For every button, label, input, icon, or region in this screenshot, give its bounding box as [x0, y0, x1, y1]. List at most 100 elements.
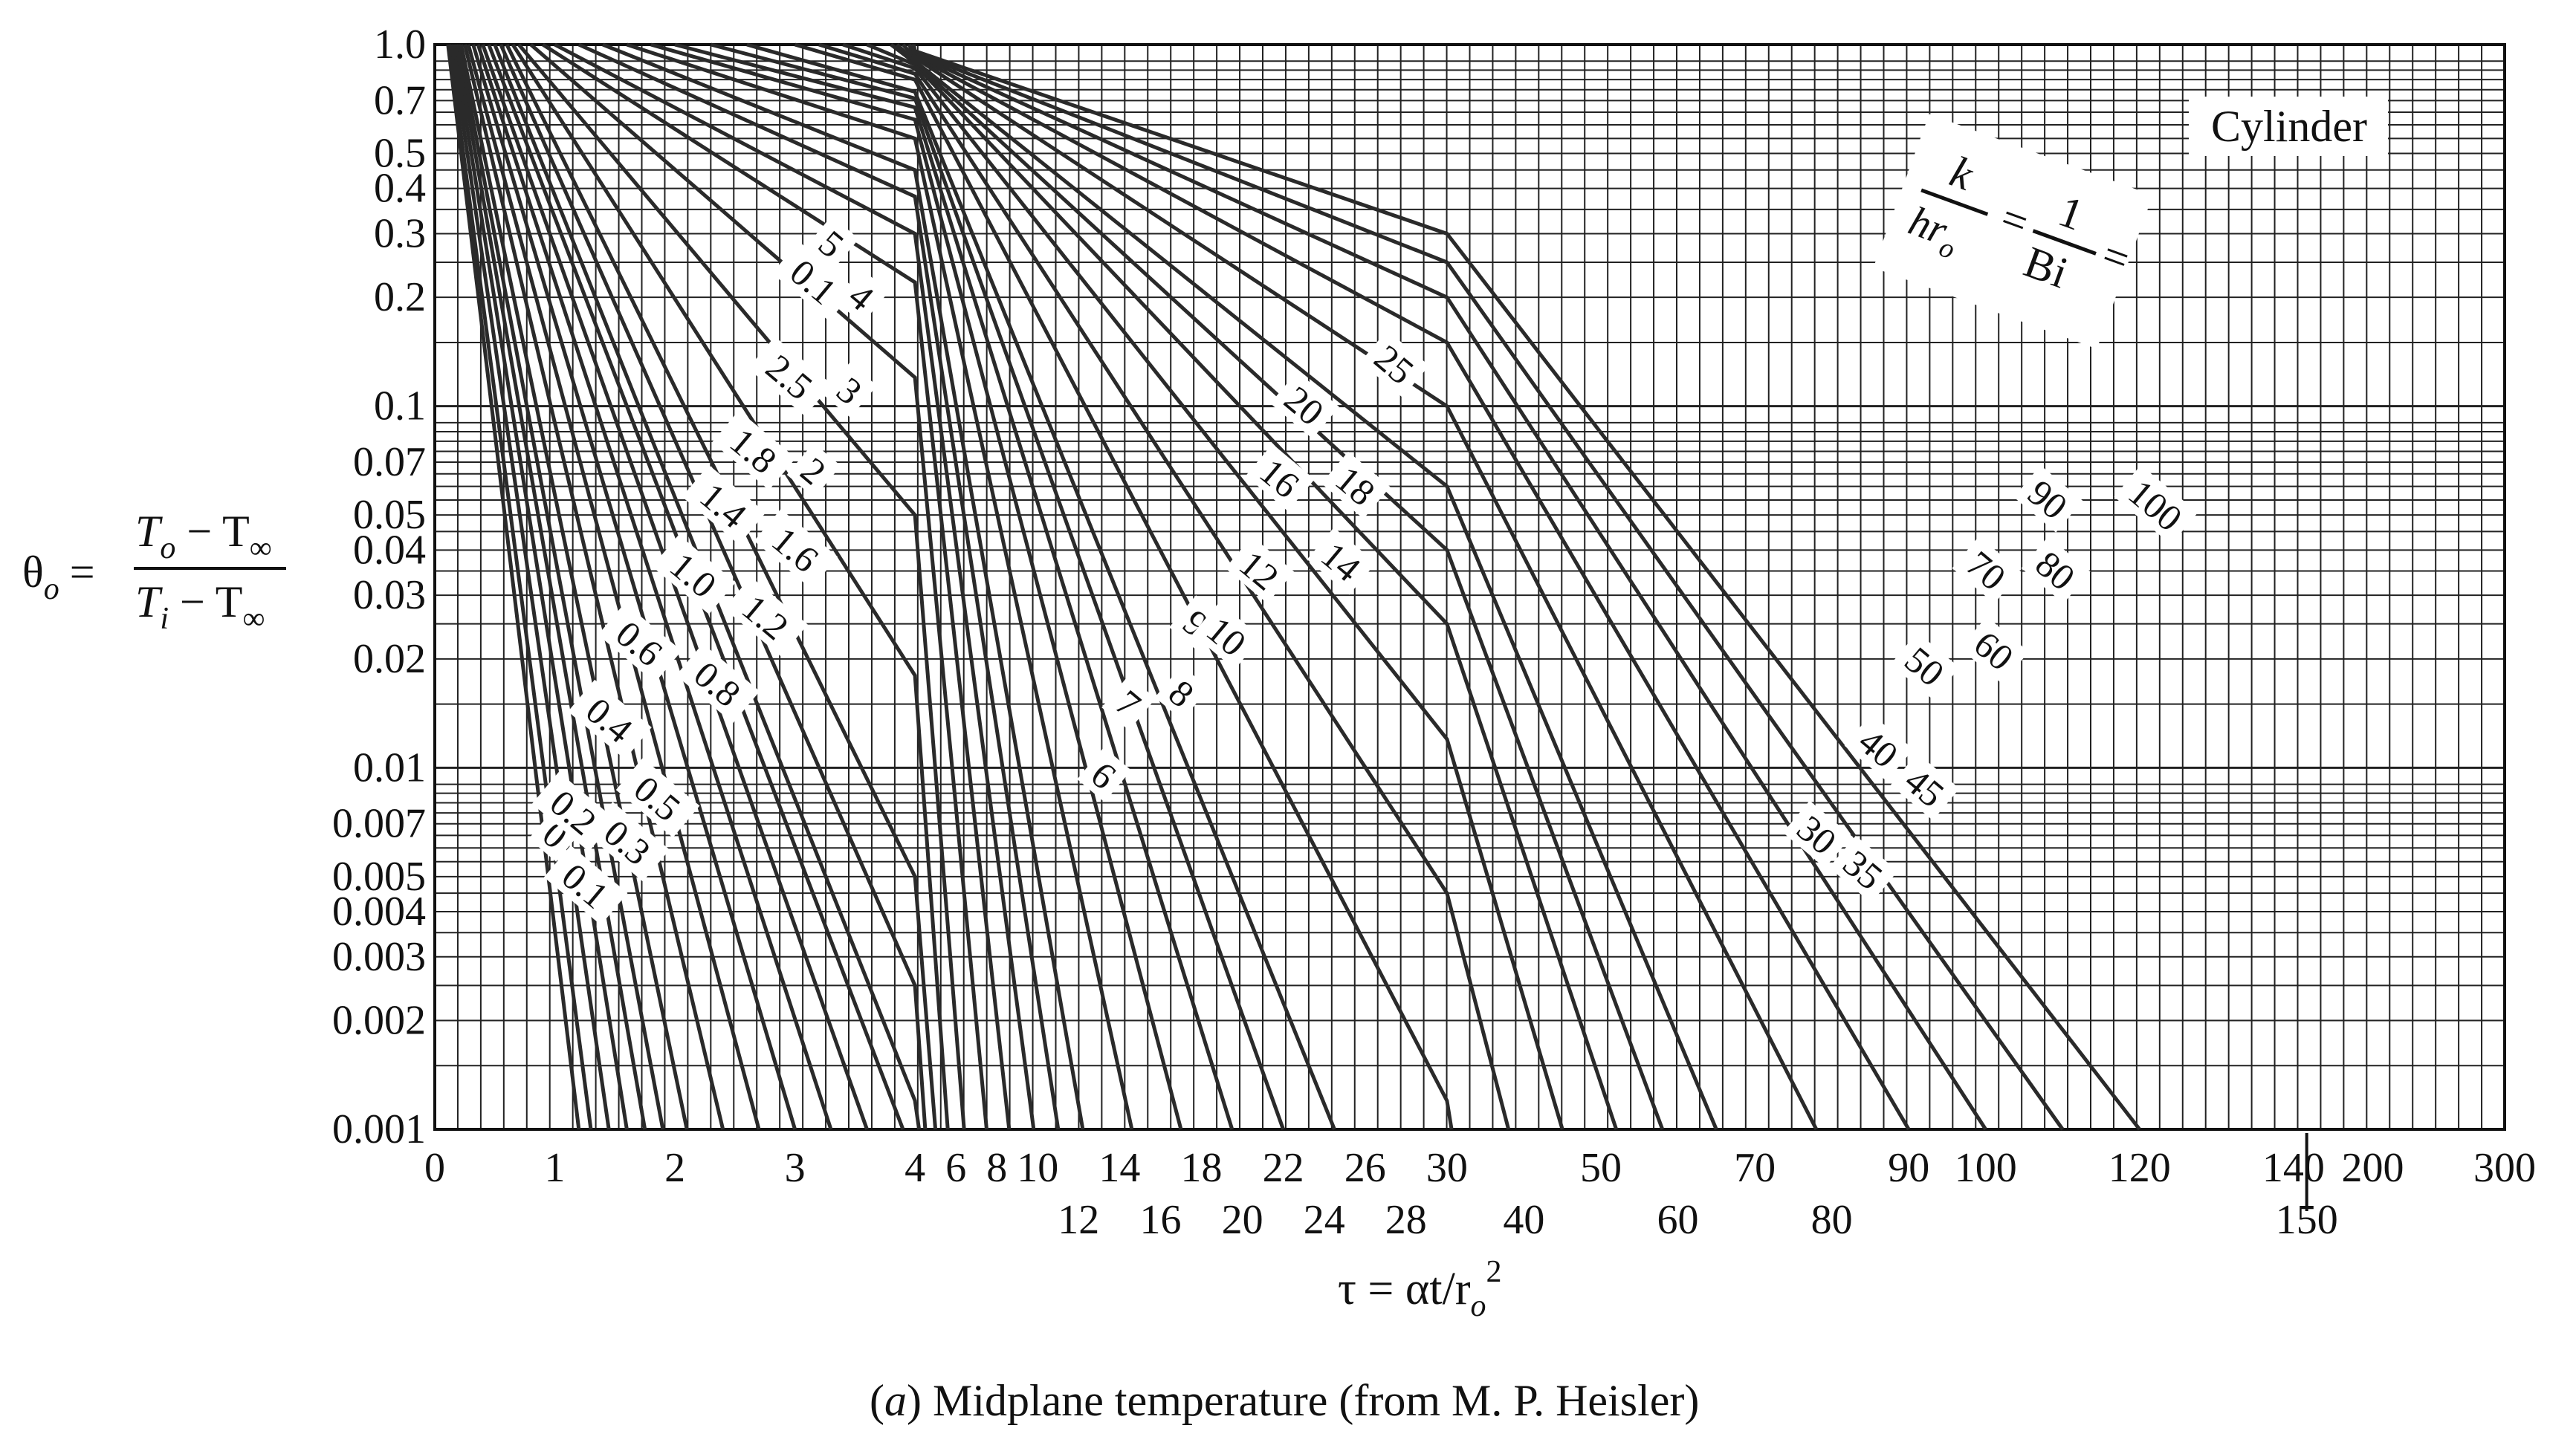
curve-label-bg [724, 577, 808, 657]
curve-60 [902, 43, 1819, 1131]
curve-label-bg [1360, 330, 1429, 398]
x-tick-label: 8 [986, 1145, 1007, 1191]
panel-label: Cylinder [2211, 102, 2367, 151]
y-tick-label: 0.3 [374, 211, 426, 257]
x-tick-label-lower: 16 [1140, 1197, 1182, 1243]
curve-label-bg [586, 802, 670, 882]
curve-8 [554, 42, 1036, 1130]
x-tick-label: 30 [1426, 1145, 1468, 1191]
y-tick-label: 0.02 [353, 636, 426, 682]
curve-label-bg [712, 410, 796, 490]
param-fraction-line-1 [1920, 188, 1989, 216]
plot-frame [433, 43, 2506, 1131]
curve-label: 1.4 [682, 464, 766, 545]
curve-50 [896, 43, 1718, 1130]
y-tick-label: 0.004 [332, 889, 426, 935]
curve-label-bg [1844, 713, 1914, 782]
curve-40 [866, 42, 1619, 1130]
y-label-theta: θ [22, 548, 44, 597]
svg-text:θo=: θo = [22, 548, 95, 606]
x-tick-label: 2 [664, 1145, 685, 1191]
y-label-num-rest: − T [175, 507, 249, 556]
y-label-den-inf: ∞ [242, 602, 265, 636]
x-tick-label: 10 [1017, 1145, 1058, 1191]
curve-label: 50 [1890, 632, 1960, 700]
x-label-sup: 2 [1486, 1255, 1501, 1289]
curve-9 [577, 42, 1061, 1130]
curve-10 [602, 42, 1085, 1130]
x-axis-ticks: 0 1 2 3 4 6 8 10 14 18 22 26 30 50 70 90 100 120 140 200 300… [424, 1133, 2536, 1243]
curve-label-bg [835, 268, 890, 324]
y-tick-label: 0.2 [374, 274, 426, 320]
curve-label: 45 [1890, 753, 1960, 821]
curve-20 [746, 42, 1336, 1130]
curve-label: 1.0 [652, 534, 736, 614]
x-tick-label: 90 [1888, 1145, 1929, 1191]
curve-label-bg [1952, 536, 2022, 604]
curve-label-bg [1101, 675, 1156, 730]
curve-label-bg [771, 241, 856, 322]
curve-label: 12 [1225, 536, 1295, 604]
y-tick-label: 0.1 [374, 383, 426, 429]
x-tick-label: 18 [1181, 1145, 1223, 1191]
curve-0.4 [454, 44, 647, 1130]
curve-0.3 [452, 44, 629, 1130]
y-label-equals: = [70, 548, 95, 597]
x-tick-label: 1 [545, 1145, 566, 1191]
y-tick-label: 0.5 [374, 131, 426, 177]
x-tick-label: 100 [1955, 1145, 2017, 1191]
curve-25 [794, 42, 1454, 1130]
curve-label-bg [615, 758, 700, 838]
curve-3 [505, 43, 938, 1130]
curve-label-bg [1321, 451, 1391, 519]
y-label-den-sub: i [160, 602, 169, 636]
curve-label: 90 [2013, 465, 2083, 533]
y-tick-label: 0.05 [353, 492, 426, 538]
x-tick-label: 50 [1580, 1145, 1622, 1191]
curve-12 [626, 42, 1134, 1130]
curve-0.2 [450, 44, 611, 1130]
x-axis-label: τ = αt/ro2 [1338, 1255, 1501, 1323]
y-tick-label: 0.007 [332, 801, 426, 847]
curve-label: 16 [1246, 444, 1315, 512]
curve-0 [446, 44, 581, 1130]
parameter-label: k hro = 1 Bi = [1873, 114, 2153, 349]
curve-label: 9 [1169, 595, 1223, 651]
caption-letter: a [884, 1376, 907, 1425]
x-tick-label: 200 [2342, 1145, 2404, 1191]
x-tick-label: 6 [945, 1145, 966, 1191]
curve-label-bg [1246, 444, 1315, 512]
y-tick-label: 0.002 [332, 998, 426, 1044]
curve-label: 80 [2021, 536, 2091, 604]
y-label-num-inf: ∞ [250, 531, 272, 565]
x-tick-label-lower: 24 [1304, 1197, 1345, 1243]
y-label-den-T: T [135, 577, 163, 626]
curve-label-bg [1307, 528, 1376, 595]
x-tick-label: 120 [2109, 1145, 2171, 1191]
curve-0.5 [456, 44, 665, 1130]
y-tick-label: 0.005 [332, 854, 426, 900]
plot-border [433, 43, 2506, 1131]
y-axis-label: θo = To − T∞ Ti − T∞ [22, 507, 286, 636]
curve-label: 5 [804, 215, 859, 271]
svg-text:To − T∞: To − T∞ [135, 507, 272, 565]
x-label-sub: o [1470, 1289, 1486, 1323]
curve-70 [907, 43, 1911, 1131]
x-tick-label: 3 [785, 1145, 806, 1191]
curve-label: 70 [1952, 536, 2022, 604]
curve-label-bg [823, 363, 877, 418]
curve-label-bg [2114, 464, 2198, 545]
y-tick-label: 0.07 [353, 439, 426, 485]
curve-0.6 [459, 44, 689, 1130]
curve-7 [542, 42, 1012, 1130]
curve-label-bg [1890, 632, 1960, 700]
curve-6 [529, 43, 988, 1130]
curve-label-bg [1077, 747, 1132, 802]
curve-18 [710, 42, 1285, 1130]
curve-label-bg [1828, 835, 1898, 903]
svg-text:Ti − T∞: Ti − T∞ [135, 577, 265, 636]
curve-30 [818, 42, 1511, 1130]
x-tick-label-lower: 20 [1222, 1197, 1263, 1243]
y-tick-label: 1.0 [374, 22, 426, 68]
